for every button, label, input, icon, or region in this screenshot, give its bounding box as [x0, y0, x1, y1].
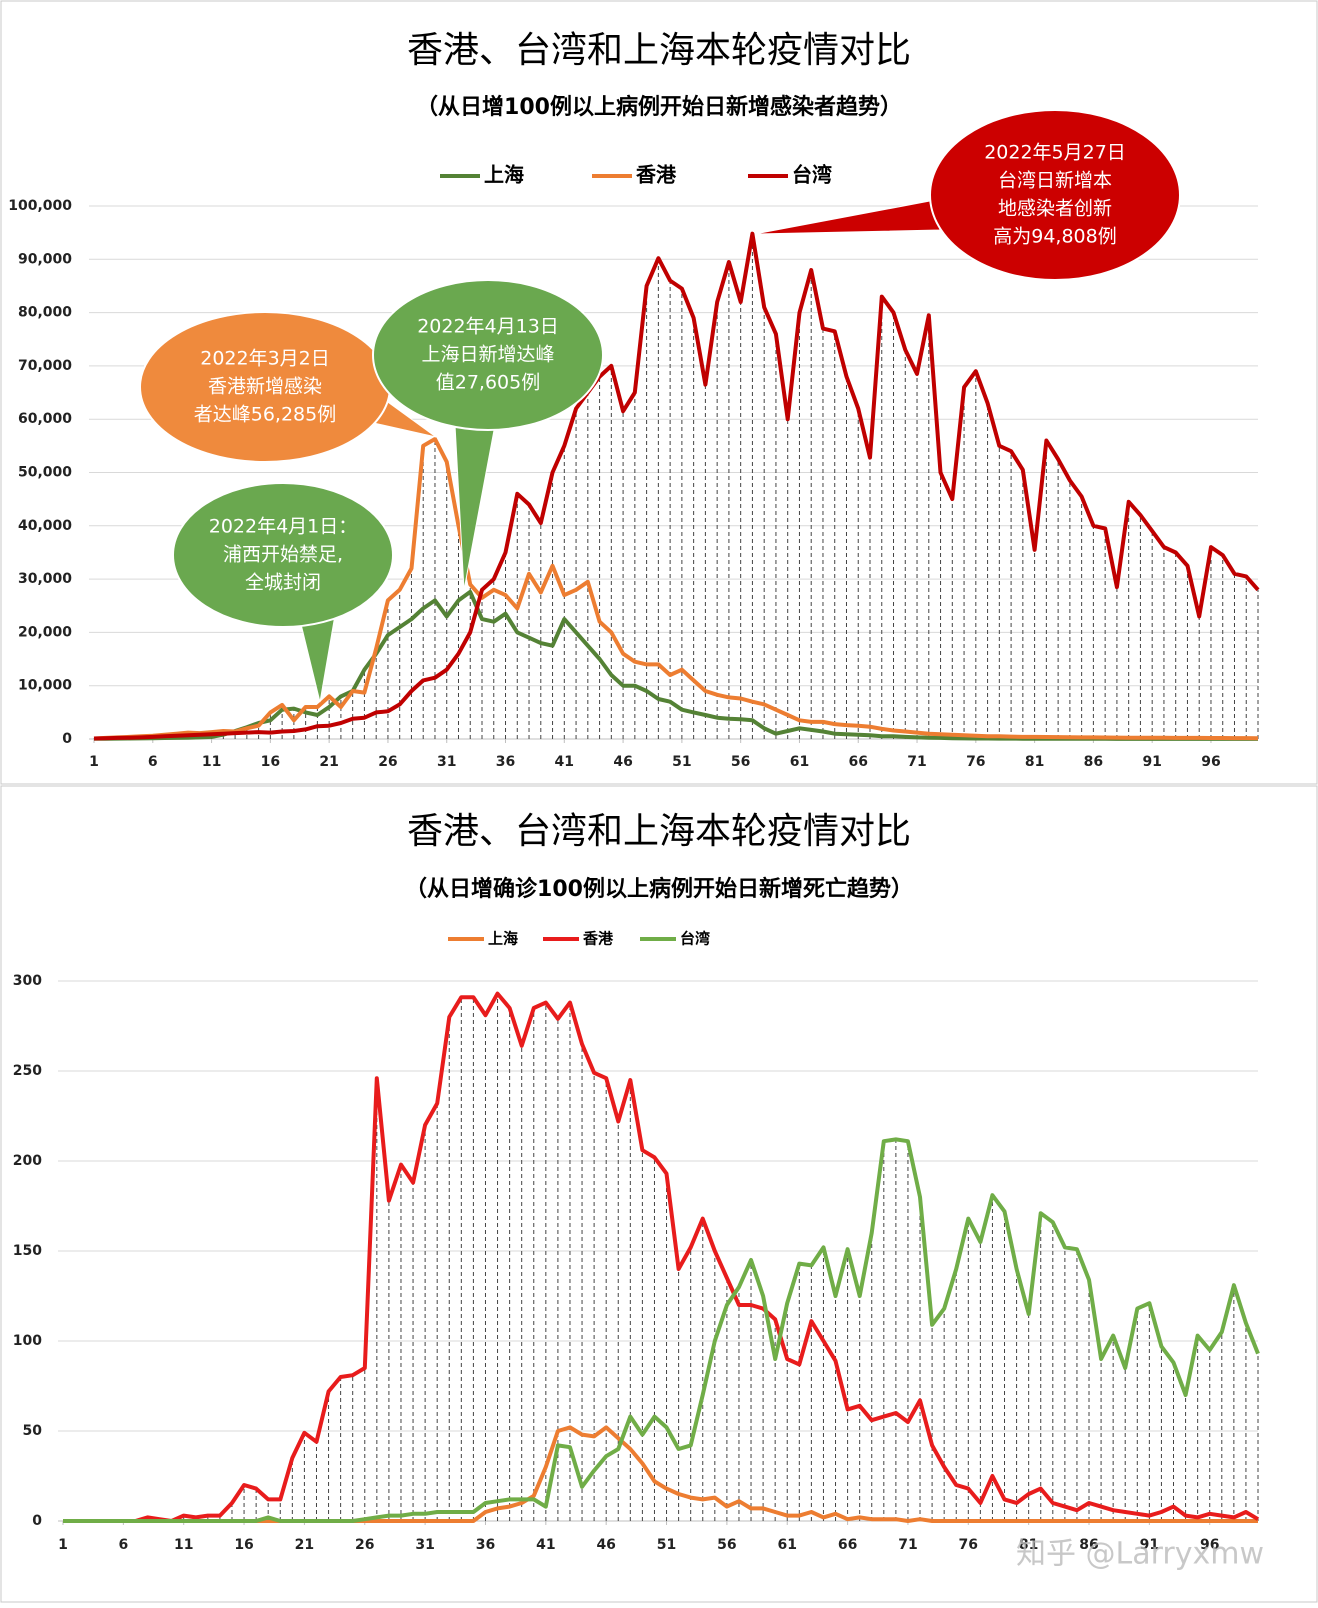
y-tick-label: 0 [32, 1513, 42, 1529]
x-tick-label: 91 [1140, 1537, 1159, 1553]
callout-text: 者达峰56,285例 [194, 404, 336, 426]
x-tick-label: 21 [319, 754, 338, 770]
y-tick-label: 70,000 [18, 358, 72, 374]
x-tick-label: 81 [1025, 754, 1044, 770]
callout-text: 2022年3月2日 [200, 348, 330, 370]
y-tick-label: 300 [13, 973, 42, 989]
callout-pointer [299, 614, 336, 703]
callout-text: 2022年4月1日： [209, 516, 358, 538]
y-tick-label: 50,000 [18, 465, 72, 481]
x-tick-label: 41 [536, 1537, 555, 1553]
x-tick-label: 26 [355, 1537, 374, 1553]
x-tick-label: 1 [89, 754, 99, 770]
x-tick-label: 41 [555, 754, 574, 770]
x-tick-label: 21 [295, 1537, 314, 1553]
panel [0, 785, 1318, 1603]
callout-text: 2022年4月13日 [417, 316, 559, 338]
x-tick-label: 96 [1201, 754, 1220, 770]
x-tick-label: 36 [496, 754, 515, 770]
x-tick-label: 76 [966, 754, 985, 770]
x-tick-label: 31 [415, 1537, 434, 1553]
x-tick-label: 16 [261, 754, 280, 770]
panel [0, 0, 1318, 785]
x-tick-label: 11 [174, 1537, 193, 1553]
callout-text: 全城封闭 [245, 572, 321, 594]
series-line [93, 437, 1259, 741]
callout-text: 值27,605例 [436, 372, 540, 394]
series-line [63, 991, 1260, 1523]
legend-label: 台湾 [792, 163, 832, 187]
y-tick-label: 0 [62, 731, 72, 747]
y-tick-label: 10,000 [18, 678, 72, 694]
x-tick-label: 61 [778, 1537, 797, 1553]
legend-label: 上海 [484, 163, 524, 187]
y-tick-label: 80,000 [18, 305, 72, 321]
y-tick-label: 90,000 [18, 251, 72, 267]
x-tick-label: 51 [657, 1537, 676, 1553]
x-tick-label: 61 [790, 754, 809, 770]
x-tick-label: 51 [672, 754, 691, 770]
callout-text: 台湾日新增本 [998, 170, 1112, 192]
legend-label: 台湾 [680, 930, 710, 948]
y-tick-label: 250 [13, 1063, 42, 1079]
callout-pointer [454, 424, 496, 591]
x-tick-label: 71 [898, 1537, 917, 1553]
callout-bubble [929, 109, 1181, 281]
chart-title: 香港、台湾和上海本轮疫情对比 [407, 811, 911, 852]
callout-text: 2022年5月27日 [984, 142, 1126, 164]
x-tick-label: 56 [717, 1537, 736, 1553]
legend-label: 上海 [488, 930, 518, 948]
x-tick-label: 36 [476, 1537, 495, 1553]
series-line [93, 231, 1260, 741]
series-line [63, 1137, 1260, 1523]
x-tick-label: 26 [378, 754, 397, 770]
y-tick-label: 60,000 [18, 411, 72, 427]
callout-bubble [372, 279, 604, 431]
callout-text: 香港新增感染 [208, 376, 322, 398]
legend-label: 香港 [583, 930, 614, 948]
callout-pointer [754, 199, 941, 235]
callout-text: 浦西开始禁足, [223, 544, 343, 566]
x-tick-label: 6 [148, 754, 158, 770]
callout-text: 地感染者创新 [998, 198, 1112, 220]
x-tick-label: 16 [234, 1537, 253, 1553]
x-tick-label: 86 [1079, 1537, 1098, 1553]
y-tick-label: 50 [23, 1423, 43, 1439]
x-tick-label: 86 [1084, 754, 1103, 770]
y-tick-label: 30,000 [18, 571, 72, 587]
x-tick-label: 96 [1200, 1537, 1219, 1553]
x-tick-label: 81 [1019, 1537, 1038, 1553]
y-tick-label: 100 [13, 1333, 42, 1349]
x-tick-label: 1 [58, 1537, 68, 1553]
callout-bubble [172, 482, 394, 628]
x-tick-label: 91 [1142, 754, 1161, 770]
y-tick-label: 150 [13, 1243, 42, 1259]
x-tick-label: 71 [907, 754, 926, 770]
x-tick-label: 46 [613, 754, 632, 770]
legend-label: 香港 [636, 163, 677, 187]
y-tick-label: 20,000 [18, 624, 72, 640]
x-tick-label: 56 [731, 754, 750, 770]
x-tick-label: 76 [959, 1537, 978, 1553]
chart-title: 香港、台湾和上海本轮疫情对比 [407, 30, 911, 71]
chart-subtitle: （从日增100例以上病例开始日新增感染者趋势） [416, 94, 902, 120]
x-tick-label: 11 [202, 754, 221, 770]
x-tick-label: 46 [596, 1537, 615, 1553]
y-tick-label: 40,000 [18, 518, 72, 534]
x-tick-label: 66 [838, 1537, 857, 1553]
x-tick-label: 31 [437, 754, 456, 770]
x-tick-label: 6 [118, 1537, 128, 1553]
callout-text: 上海日新增达峰 [421, 344, 554, 366]
x-tick-label: 66 [849, 754, 868, 770]
y-tick-label: 100,000 [8, 198, 72, 214]
watermark: 知乎 @Larryxmw [1016, 1537, 1264, 1572]
chart-subtitle: （从日增确诊100例以上病例开始日新增死亡趋势） [405, 876, 913, 902]
y-tick-label: 200 [13, 1153, 42, 1169]
callout-text: 高为94,808例 [993, 226, 1116, 248]
